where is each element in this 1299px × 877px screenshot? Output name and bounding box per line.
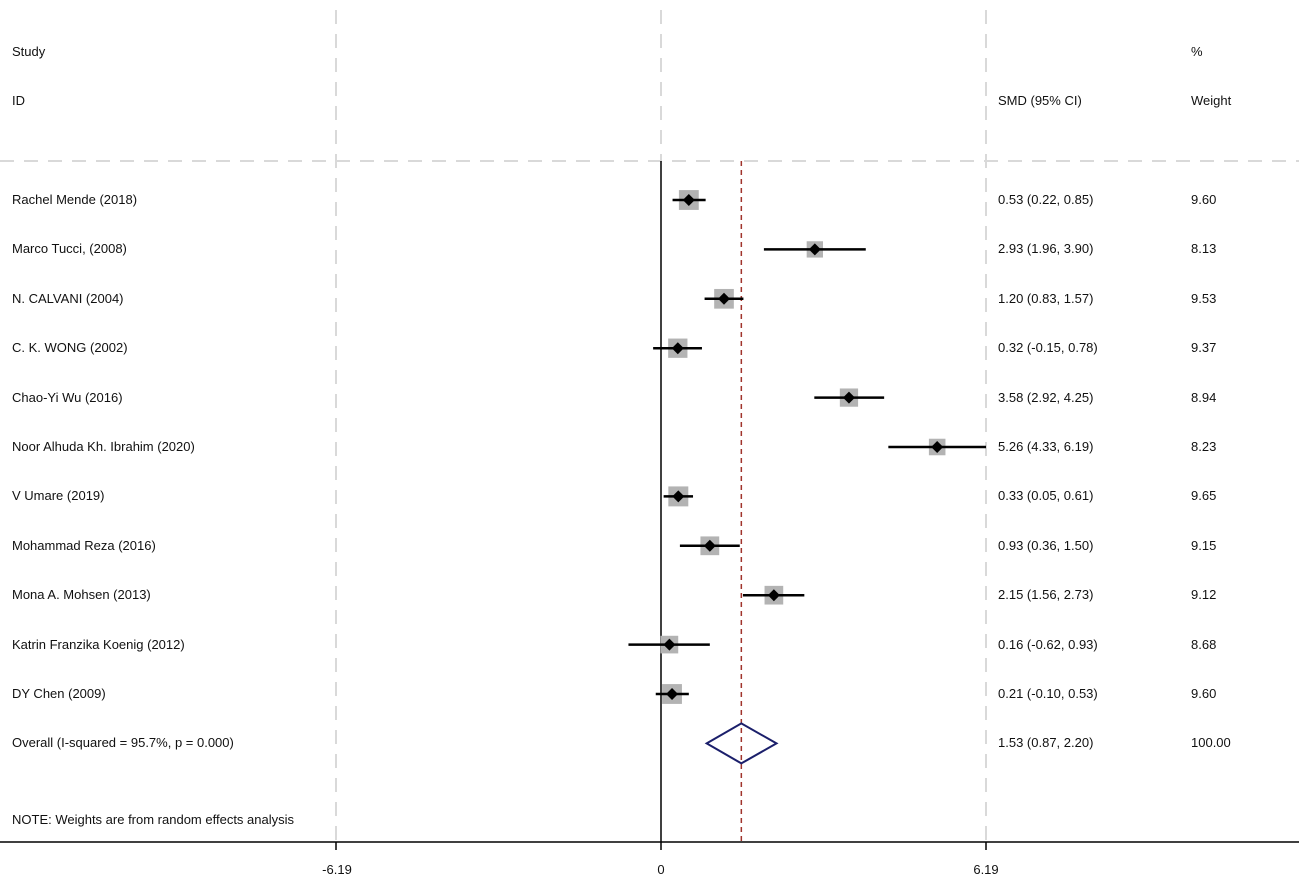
study-id-label: Mohammad Reza (2016)	[12, 537, 156, 553]
smd-ci-label: 0.93 (0.36, 1.50)	[998, 537, 1094, 553]
point-estimate	[682, 194, 695, 206]
overall-smd-ci-label: 1.53 (0.87, 2.20)	[998, 735, 1094, 751]
study-id-label: C. K. WONG (2002)	[12, 340, 128, 356]
smd-ci-label: 3.58 (2.92, 4.25)	[998, 389, 1094, 405]
overall-diamond	[704, 722, 779, 765]
point-estimate	[842, 391, 855, 404]
smd-header: SMD (95% CI)	[998, 93, 1082, 108]
study-id-label: Mona A. Mohsen (2013)	[12, 587, 151, 603]
point-estimate	[672, 490, 685, 503]
point-estimate	[671, 342, 684, 355]
smd-ci-label: 5.26 (4.33, 6.19)	[998, 439, 1094, 454]
point-estimate	[718, 292, 731, 305]
study-id-label: Noor Alhuda Kh. Ibrahim (2020)	[12, 439, 195, 454]
weight-label: 9.60	[1191, 192, 1217, 207]
x-tick-label: -6.19	[322, 862, 352, 877]
grid-layer	[0, 10, 1299, 842]
weight-label: 8.23	[1191, 439, 1217, 454]
weight-label: 8.68	[1191, 636, 1217, 652]
smd-ci-label: 0.33 (0.05, 0.61)	[998, 488, 1094, 504]
smd-ci-label: 0.53 (0.22, 0.85)	[998, 192, 1094, 207]
study-id-label: Chao-Yi Wu (2016)	[12, 389, 123, 405]
percent-header: %	[1191, 44, 1203, 59]
x-tick-label: 6.19	[973, 862, 999, 877]
overall-weight-label: 100.00	[1191, 735, 1231, 751]
weight-label: 8.13	[1191, 241, 1217, 257]
weight-label: 9.15	[1191, 537, 1217, 553]
overall-label: Overall (I-squared = 95.7%, p = 0.000)	[12, 735, 234, 751]
note-text: NOTE: Weights are from random effects an…	[12, 812, 295, 827]
point-estimate	[703, 539, 716, 552]
weight-label: 9.37	[1191, 340, 1217, 356]
smd-ci-label: 0.21 (-0.10, 0.53)	[998, 686, 1098, 701]
weight-label: 9.53	[1191, 290, 1217, 306]
weight-label: 9.60	[1191, 686, 1217, 701]
study-id-label: N. CALVANI (2004)	[12, 290, 124, 306]
point-estimate	[808, 243, 821, 256]
point-estimate	[767, 589, 780, 602]
axis-layer	[0, 161, 1299, 850]
study-id-label: V Umare (2019)	[12, 488, 105, 504]
study-id-label: Katrin Franzika Koenig (2012)	[12, 636, 185, 652]
smd-ci-label: 2.15 (1.56, 2.73)	[998, 587, 1094, 603]
study-header: Study	[12, 44, 46, 59]
point-estimate	[931, 441, 944, 453]
smd-ci-label: 1.20 (0.83, 1.57)	[998, 290, 1094, 306]
study-id-label: Rachel Mende (2018)	[12, 192, 138, 207]
study-id-label: DY Chen (2009)	[12, 686, 106, 701]
id-header: ID	[12, 93, 25, 108]
smd-ci-label: 0.32 (-0.15, 0.78)	[998, 340, 1098, 356]
x-tick-label: 0	[657, 862, 665, 877]
marks-layer	[628, 190, 986, 765]
weight-header: Weight	[1191, 93, 1232, 108]
weight-label: 9.12	[1191, 587, 1217, 603]
point-estimate	[666, 688, 679, 700]
smd-ci-label: 2.93 (1.96, 3.90)	[998, 241, 1094, 257]
weight-label: 9.65	[1191, 488, 1217, 504]
study-id-label: Marco Tucci, (2008)	[12, 241, 127, 257]
point-estimate	[663, 638, 676, 651]
smd-ci-label: 0.16 (-0.62, 0.93)	[998, 636, 1098, 652]
weight-label: 8.94	[1191, 389, 1217, 405]
